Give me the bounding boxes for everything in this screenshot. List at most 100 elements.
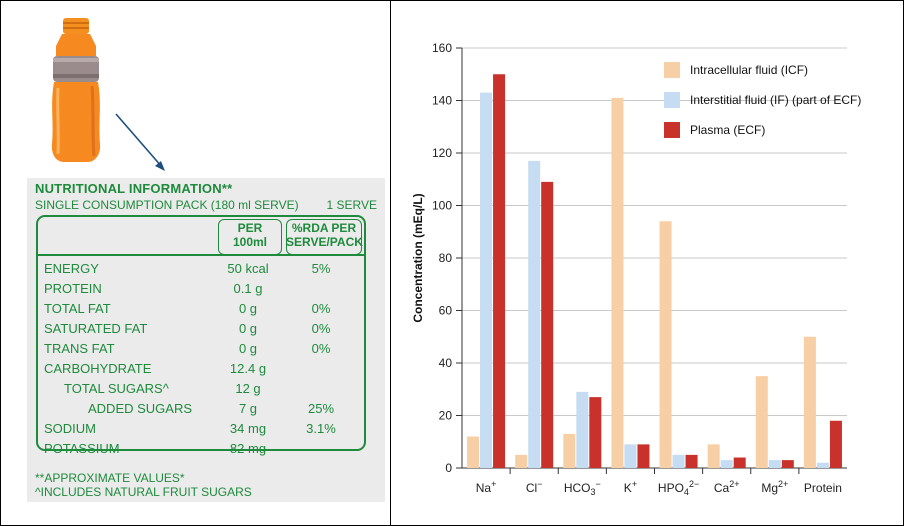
legend-label: Plasma (ECF) <box>690 123 765 137</box>
left-panel: NUTRITIONAL INFORMATION** SINGLE CONSUMP… <box>0 0 390 526</box>
nutrition-label: NUTRITIONAL INFORMATION** SINGLE CONSUMP… <box>27 178 385 502</box>
nutrient-name: TRANS FAT <box>44 341 115 356</box>
header-divider <box>38 254 364 256</box>
bar <box>659 221 672 468</box>
nutrient-amount: 82 mg <box>229 441 267 456</box>
nutrition-serves: 1 SERVE <box>326 198 377 212</box>
nutrient-name: TOTAL SUGARS^ <box>64 381 169 396</box>
x-tick-label: K+ <box>624 479 637 495</box>
nutrient-amount: 34 mg <box>229 421 267 436</box>
nutrition-title: NUTRITIONAL INFORMATION** <box>35 181 233 196</box>
legend-swatch <box>664 122 680 138</box>
y-tick-label: 160 <box>432 41 452 55</box>
x-tick-label: HCO3− <box>564 479 601 497</box>
nutrient-name: TOTAL FAT <box>44 301 111 316</box>
amount-header-line2: 100ml <box>232 235 268 249</box>
nutrient-name: POTASSIUM <box>44 441 120 456</box>
table-row: SATURATED FAT 0 g 0% <box>38 321 364 341</box>
legend-label: Intracellular fluid (ICF) <box>690 63 808 77</box>
y-tick-label: 40 <box>439 356 453 370</box>
bar <box>803 336 816 468</box>
rda-header-line1: %RDA PER <box>291 221 357 235</box>
footnote-approximate: **APPROXIMATE VALUES* <box>35 471 185 485</box>
table-row: PROTEIN 0.1 g <box>38 281 364 301</box>
x-tick-label: HPO42− <box>658 479 699 497</box>
bar <box>541 181 554 468</box>
amount-header-line1: PER <box>237 221 263 235</box>
bar <box>467 436 480 468</box>
nutrient-amount: 7 g <box>238 401 258 416</box>
nutrient-rda: 0% <box>311 321 331 336</box>
y-axis-label: Concentration (mEq/L) <box>411 193 425 322</box>
y-tick-label: 20 <box>439 409 453 423</box>
table-row: ENERGY 50 kcal 5% <box>38 261 364 281</box>
x-tick-label: Cl− <box>526 479 543 495</box>
pointer-arrow <box>115 113 165 171</box>
nutrition-table: PER 100ml %RDA PER SERVE/PACK ENERGY 50 … <box>36 215 366 456</box>
nutrient-name: PROTEIN <box>44 281 102 296</box>
x-tick-label: Ca2+ <box>714 479 740 495</box>
bar <box>611 97 624 468</box>
bar <box>480 92 493 468</box>
y-tick-label: 100 <box>432 199 452 213</box>
bar <box>707 444 720 468</box>
amount-column-header: PER 100ml <box>218 221 282 249</box>
bar <box>720 460 733 468</box>
nutrient-name: SATURATED FAT <box>44 321 148 336</box>
nutrient-rda: 5% <box>311 261 331 276</box>
y-tick-label: 0 <box>445 461 452 475</box>
nutrient-amount: 50 kcal <box>227 261 269 276</box>
bar <box>624 444 637 468</box>
nutrient-rda: 0% <box>311 301 331 316</box>
nutrient-name: CARBOHYDRATE <box>44 361 152 376</box>
nutrient-rda: 0% <box>311 341 331 356</box>
bar <box>733 457 746 468</box>
panel-divider <box>390 0 391 526</box>
legend-label: Interstitial fluid (IF) (part of ECF) <box>690 93 861 107</box>
rda-header-line2: SERVE/PACK <box>286 235 363 249</box>
bar <box>589 397 602 468</box>
bar <box>637 444 650 468</box>
bar <box>576 391 589 468</box>
bar <box>781 460 794 468</box>
nutrient-name: ENERGY <box>44 261 99 276</box>
nutrient-amount: 0 g <box>238 341 258 356</box>
nutrient-amount: 12.4 g <box>229 361 267 376</box>
nutrient-amount: 0.1 g <box>233 281 263 296</box>
footnote-fruit-sugars: ^INCLUDES NATURAL FRUIT SUGARS <box>35 485 252 499</box>
legend-swatch <box>664 92 680 108</box>
x-tick-label: Na+ <box>476 479 497 495</box>
x-tick-label: Mg2+ <box>761 479 788 495</box>
bar <box>829 420 842 468</box>
electrolyte-bar-chart: 0 20 40 60 80 100 120 140 160 Concentration (mEq/… <box>411 41 861 497</box>
y-tick-label: 60 <box>439 304 453 318</box>
table-row: POTASSIUM 82 mg <box>38 441 364 461</box>
table-row: TRANS FAT 0 g 0% <box>38 341 364 361</box>
rda-column-header: %RDA PER SERVE/PACK <box>286 221 363 249</box>
nutrition-subtitle: SINGLE CONSUMPTION PACK (180 ml SERVE) <box>35 198 299 212</box>
bar <box>493 74 506 468</box>
table-row: ADDED SUGARS 7 g 25% <box>38 401 364 421</box>
y-tick-label: 120 <box>432 146 452 160</box>
drink-bottle-image <box>51 18 101 162</box>
table-row: CARBOHYDRATE 12.4 g <box>38 361 364 381</box>
nutrient-name: ADDED SUGARS <box>88 401 193 416</box>
bar <box>528 160 541 468</box>
y-tick-label: 140 <box>432 94 452 108</box>
nutrient-rda: 3.1% <box>306 421 336 436</box>
nutrient-amount: 0 g <box>238 301 258 316</box>
nutrient-rda: 25% <box>307 401 335 416</box>
nutrition-subtitle-row: SINGLE CONSUMPTION PACK (180 ml SERVE) 1… <box>35 198 377 212</box>
table-row: SODIUM 34 mg 3.1% <box>38 421 364 441</box>
nutrient-name: SODIUM <box>44 421 96 436</box>
bar <box>515 454 528 468</box>
bar <box>755 376 768 468</box>
bar <box>563 433 576 468</box>
table-row: TOTAL FAT 0 g 0% <box>38 301 364 321</box>
bar <box>672 454 685 468</box>
bar <box>816 462 829 468</box>
bar <box>685 454 698 468</box>
table-row: TOTAL SUGARS^ 12 g <box>38 381 364 401</box>
y-tick-label: 80 <box>439 251 453 265</box>
x-tick-label: Protein <box>804 481 842 495</box>
